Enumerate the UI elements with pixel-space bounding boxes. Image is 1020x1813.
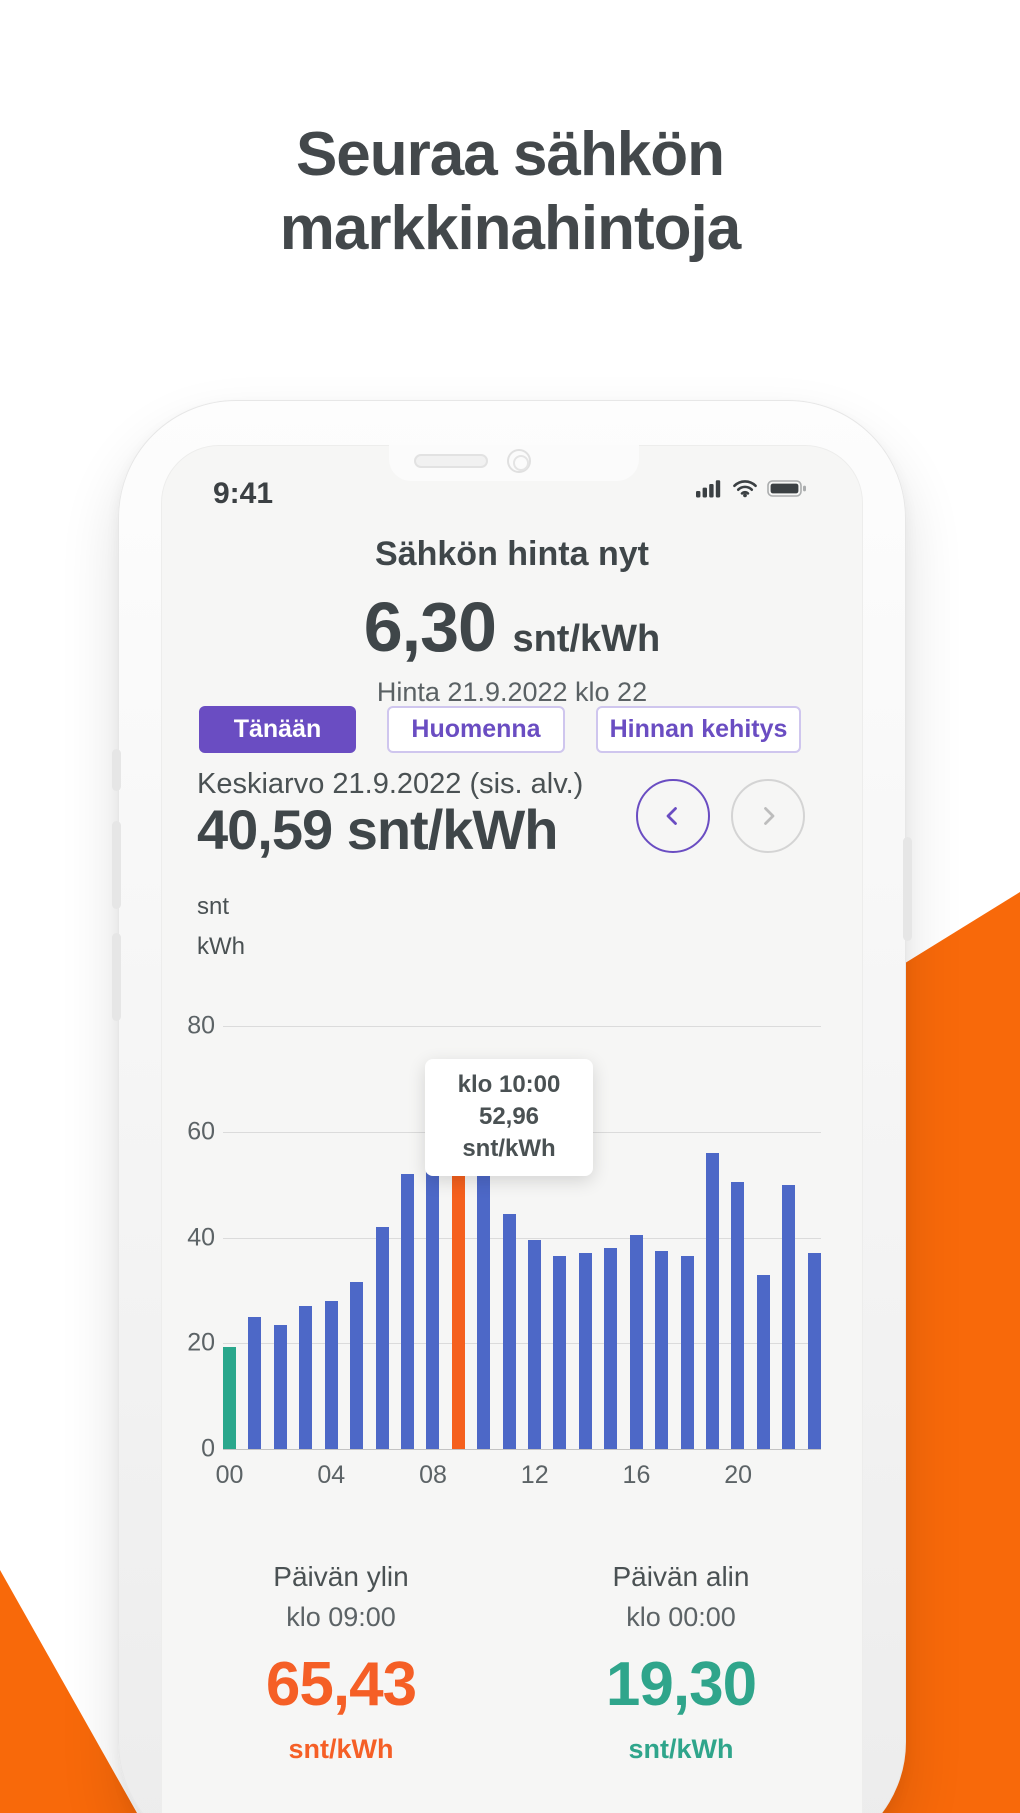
bar-07[interactable] bbox=[400, 1174, 414, 1449]
tab-bar: Tänään Huomenna Hinnan kehitys bbox=[199, 706, 801, 753]
bar-21[interactable] bbox=[756, 1274, 770, 1449]
x-tick-12: 12 bbox=[520, 1461, 549, 1489]
previous-day-button[interactable] bbox=[636, 779, 710, 853]
bar-08[interactable] bbox=[426, 1137, 440, 1449]
x-tick-16: 16 bbox=[622, 1461, 651, 1489]
tab-tomorrow[interactable]: Huomenna bbox=[387, 706, 565, 753]
bar-17[interactable] bbox=[655, 1250, 669, 1449]
bar-13[interactable] bbox=[553, 1256, 567, 1449]
status-bar: 9:41 bbox=[161, 475, 863, 515]
status-time: 9:41 bbox=[213, 477, 274, 510]
bar-16[interactable] bbox=[629, 1234, 643, 1449]
signal-bars-icon bbox=[696, 479, 723, 498]
chevron-left-icon bbox=[658, 801, 688, 831]
chart-tooltip: klo 10:00 52,96 snt/kWh bbox=[425, 1059, 593, 1176]
gridline-40 bbox=[223, 1237, 821, 1239]
daily-high-unit: snt/kWh bbox=[288, 1734, 394, 1764]
chevron-right-icon bbox=[753, 801, 783, 831]
next-day-button[interactable] bbox=[731, 779, 805, 853]
current-price: 6,30 snt/kWh bbox=[161, 587, 863, 667]
phone-screen: 9:41 bbox=[161, 445, 863, 1813]
y-tick-40: 40 bbox=[187, 1223, 215, 1251]
daily-high-label: Päivän ylin bbox=[273, 1561, 409, 1592]
y-tick-80: 80 bbox=[187, 1011, 215, 1040]
x-tick-08: 08 bbox=[419, 1461, 447, 1489]
volume-down-button bbox=[112, 933, 121, 1021]
phone-mockup: 9:41 bbox=[112, 400, 912, 1813]
bar-23[interactable] bbox=[807, 1253, 821, 1449]
daily-low-stat: Päivän alin klo 00:00 19,30 snt/kWh bbox=[561, 1561, 801, 1765]
y-tick-0: 0 bbox=[201, 1434, 215, 1463]
bar-14[interactable] bbox=[578, 1253, 592, 1449]
tab-price-history[interactable]: Hinnan kehitys bbox=[596, 706, 801, 753]
bar-02[interactable] bbox=[273, 1324, 287, 1449]
bar-05[interactable] bbox=[350, 1282, 364, 1449]
tab-today[interactable]: Tänään bbox=[199, 706, 356, 753]
daily-high-stat: Päivän ylin klo 09:00 65,43 snt/kWh bbox=[221, 1561, 461, 1765]
x-tick-04: 04 bbox=[317, 1461, 346, 1489]
page-title-line2: markkinahintoja bbox=[279, 194, 741, 263]
bar-10[interactable] bbox=[477, 1168, 491, 1449]
average-value: 40,59 snt/kWh bbox=[197, 798, 558, 861]
bar-11[interactable] bbox=[502, 1213, 516, 1449]
gridline-20 bbox=[223, 1343, 821, 1345]
bar-19[interactable] bbox=[706, 1152, 720, 1449]
volume-up-button bbox=[112, 821, 121, 909]
hourly-price-chart: 80 60 40 20 0 00 04 08 12 16 20 klo 10:00 52,96 s… bbox=[187, 1012, 821, 1489]
y-tick-20: 20 bbox=[187, 1328, 215, 1357]
daily-low-value: 19,30 bbox=[605, 1650, 757, 1719]
battery-icon bbox=[767, 479, 807, 498]
current-price-subtitle: Hinta 21.9.2022 klo 22 bbox=[376, 677, 648, 707]
current-price-unit: snt/kWh bbox=[512, 618, 661, 660]
page-title: Seuraa sähkön markkinahintoja bbox=[0, 118, 1020, 266]
average-label: Keskiarvo 21.9.2022 (sis. alv.) bbox=[197, 768, 584, 800]
bar-22[interactable] bbox=[782, 1184, 796, 1449]
notch bbox=[389, 445, 639, 481]
y-axis-label-line1: snt bbox=[197, 893, 230, 920]
bar-20[interactable] bbox=[731, 1181, 745, 1449]
bar-03[interactable] bbox=[299, 1306, 313, 1449]
y-axis-label-line2: kWh bbox=[197, 933, 245, 960]
bar-01[interactable] bbox=[248, 1316, 262, 1449]
x-tick-20: 20 bbox=[724, 1461, 753, 1489]
corner-decoration-left bbox=[0, 1570, 137, 1813]
bar-09[interactable] bbox=[451, 1103, 465, 1449]
page-title-line1: Seuraa sähkön bbox=[295, 120, 725, 189]
bar-00[interactable] bbox=[223, 1346, 236, 1449]
x-axis-ticks: 00 04 08 12 16 20 bbox=[216, 1461, 821, 1491]
wifi-icon bbox=[732, 479, 758, 498]
front-camera-icon bbox=[507, 449, 531, 473]
gridline-0 bbox=[223, 1449, 821, 1450]
current-price-value: 6,30 bbox=[363, 588, 497, 666]
current-price-heading: Sähkön hinta nyt bbox=[375, 535, 649, 573]
chart-bars bbox=[223, 1026, 821, 1449]
bar-12[interactable] bbox=[528, 1240, 542, 1449]
y-tick-60: 60 bbox=[187, 1117, 215, 1146]
bar-04[interactable] bbox=[324, 1300, 338, 1449]
daily-low-label: Päivän alin bbox=[612, 1561, 750, 1592]
tooltip-price: 52,96 snt/kWh bbox=[462, 1103, 556, 1162]
daily-low-unit: snt/kWh bbox=[628, 1734, 734, 1764]
mute-switch bbox=[112, 749, 121, 791]
tooltip-time: klo 10:00 bbox=[457, 1071, 561, 1098]
speaker-icon bbox=[414, 454, 488, 468]
bar-15[interactable] bbox=[604, 1248, 618, 1449]
daily-low-time: klo 00:00 bbox=[626, 1602, 736, 1632]
power-button bbox=[903, 837, 912, 941]
x-tick-00: 00 bbox=[215, 1461, 244, 1489]
bar-18[interactable] bbox=[680, 1256, 694, 1449]
daily-high-time: klo 09:00 bbox=[286, 1602, 396, 1632]
gridline-80 bbox=[223, 1026, 821, 1027]
daily-high-value: 65,43 bbox=[265, 1650, 417, 1719]
bar-06[interactable] bbox=[375, 1226, 389, 1449]
